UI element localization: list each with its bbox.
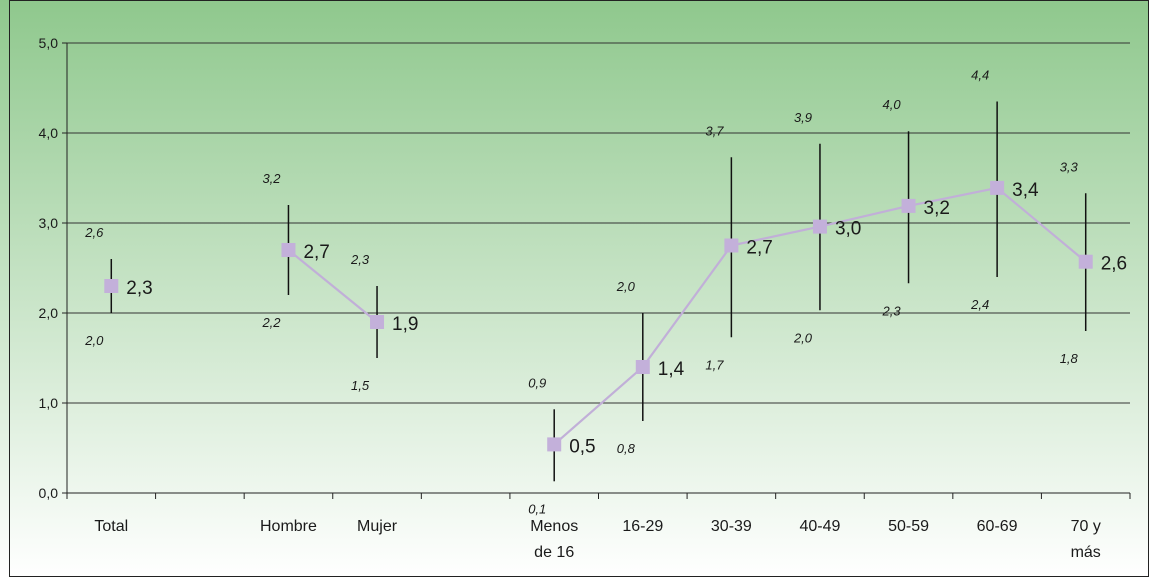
upper-bound-label: 3,2 [262,171,281,186]
x-tick-label: Mujer [357,518,398,535]
x-tick-label: de 16 [534,544,574,561]
lower-bound-label: 1,5 [351,378,370,393]
value-label: 2,6 [1101,254,1127,275]
upper-bound-label: 3,3 [1060,159,1079,174]
gridlines [67,42,1130,404]
upper-bound-label: 2,0 [616,279,636,294]
lower-bound-label: 0,8 [617,441,636,456]
data-point-marker [547,437,562,452]
value-label: 3,4 [1012,180,1039,201]
lower-bound-label: 1,8 [1060,351,1079,366]
x-tick-label: 16-29 [622,518,663,535]
x-tick-label: Hombre [260,518,317,535]
data-points [104,180,1093,452]
x-tick-label: Total [94,518,128,535]
x-tick-label: 40-49 [799,518,840,535]
x-tick-labels: Total Hombre Mujer Menos de 16 16-29 30-39 40-4… [94,518,1100,561]
x-tick-label: 30-39 [711,518,752,535]
value-label: 0,5 [569,436,595,457]
series-line [287,249,378,323]
data-point-marker [104,279,119,293]
data-point-marker [812,219,827,234]
data-point-marker [370,315,385,329]
upper-bound-label: 4,0 [883,97,902,112]
y-tick-label: 4,0 [39,125,59,141]
lower-bound-label: 2,2 [261,315,281,330]
upper-bound-label: 2,6 [84,225,104,240]
value-label: 1,4 [658,359,685,380]
y-tick-labels: 0,0 1,0 2,0 3,0 4,0 5,0 [39,35,59,501]
data-point-marker [724,238,739,253]
axes [62,42,1131,499]
lower-bound-label: 1,7 [705,357,724,372]
data-point-marker [281,243,296,257]
value-label: 2,7 [746,238,772,259]
x-tick-label: Menos [530,518,578,535]
x-tick-label: 60-69 [977,518,1018,535]
y-tick-label: 0,0 [39,485,59,501]
lower-bound-label: 0,1 [528,501,546,516]
lower-bound-label: 2,0 [84,333,104,348]
y-tick-label: 5,0 [39,35,59,51]
data-point-marker [1078,254,1093,269]
lower-bound-label: 2,3 [882,303,902,318]
value-label: 1,9 [392,314,418,335]
value-label: 2,3 [126,278,152,299]
y-tick-label: 2,0 [39,305,59,321]
upper-bound-label: 4,4 [971,68,989,83]
upper-bound-label: 3,9 [794,110,812,125]
upper-bound-label: 2,3 [350,252,370,267]
data-point-marker [901,198,916,213]
value-label: 3,2 [924,198,950,219]
x-tick-label: más [1071,544,1101,561]
y-tick-label: 3,0 [39,215,59,231]
lower-bound-label: 2,4 [970,297,989,312]
upper-bound-label: 0,9 [528,375,546,390]
lower-bound-label: 2,0 [793,330,813,345]
x-tick-label: 50-59 [888,518,929,535]
value-label: 2,7 [303,242,329,263]
data-labels: 2,3 2,6 2,0 2,7 3,2 2,2 1,9 2,3 1,5 0,5 0,9 0,1 1,4 2… [84,68,1127,517]
y-tick-label: 1,0 [39,395,59,411]
value-label: 3,0 [835,219,861,240]
data-point-marker [990,180,1005,195]
data-point-marker [635,360,650,374]
x-tick-label: 70 y [1071,518,1101,535]
upper-bound-label: 3,7 [705,123,724,138]
